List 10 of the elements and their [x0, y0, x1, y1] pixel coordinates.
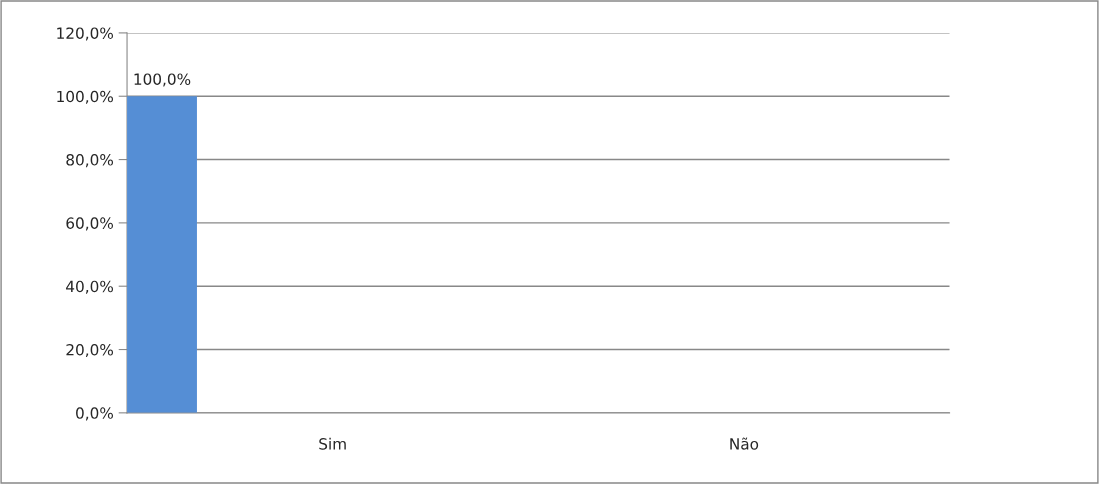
- x-tick-label: Sim: [319, 437, 346, 450]
- y-tick-label: 20,0%: [66, 343, 114, 358]
- y-tick-label: 120,0%: [57, 27, 114, 41]
- y-tick-label: 60,0%: [66, 217, 114, 231]
- data-label: 100,0%: [134, 73, 191, 87]
- y-tick-label: 40,0%: [66, 280, 114, 294]
- y-tick-label: 100,0%: [57, 90, 114, 104]
- x-tick-label: Não: [730, 437, 759, 450]
- y-tick-label: 80,0%: [66, 154, 114, 168]
- y-tick-label: 0,0%: [76, 407, 114, 421]
